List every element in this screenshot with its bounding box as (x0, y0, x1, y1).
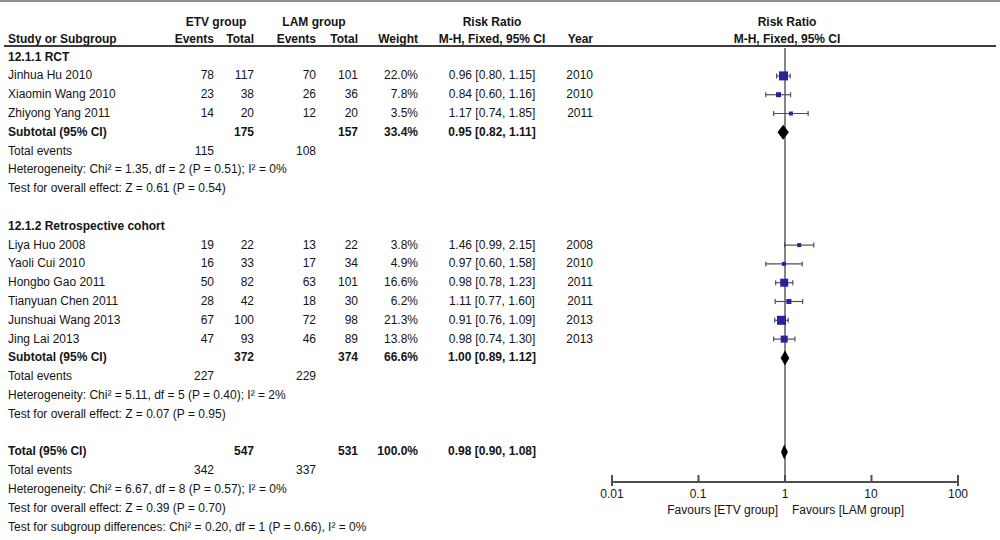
summary-diamond (781, 350, 790, 365)
effect-size-box (780, 279, 788, 287)
effect-size-box (776, 92, 781, 97)
forest-plot-figure: ETV group LAM group Risk Ratio Risk Rati… (0, 0, 1000, 540)
summary-diamond (781, 444, 788, 459)
axis-tick-label: 100 (933, 487, 983, 501)
axis-tick-label: 10 (846, 487, 896, 501)
effect-size-box (782, 262, 786, 266)
favours-right-label: Favours [LAM group] (792, 503, 904, 517)
axis-tick-label: 1 (760, 487, 810, 501)
effect-size-box (786, 299, 791, 304)
forest-plot-canvas (0, 0, 1000, 540)
effect-size-box (779, 71, 788, 80)
axis-tick-label: 0.01 (587, 487, 637, 501)
favours-left-label: Favours [ETV group] (667, 503, 778, 517)
effect-size-box (781, 336, 788, 343)
summary-diamond (778, 125, 789, 140)
effect-size-box (777, 316, 786, 325)
effect-size-box (789, 112, 793, 116)
effect-size-box (797, 243, 801, 247)
axis-tick-label: 0.1 (673, 487, 723, 501)
